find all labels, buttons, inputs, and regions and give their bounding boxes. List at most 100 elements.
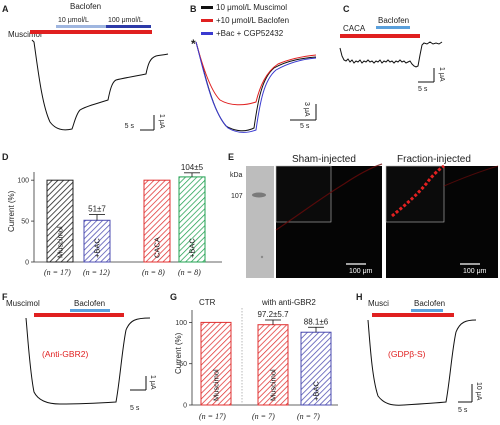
panel-c-current-trace xyxy=(339,41,443,68)
panel-label-e: E xyxy=(228,152,234,162)
panel-e: E kDa 107 Sham-injected 100 μm Fraction-… xyxy=(228,152,499,278)
panel-f-scale-time-label: 5 s xyxy=(130,405,140,412)
panel-a-scale-current-label: 1 μA xyxy=(158,114,165,129)
panel-f-baclofen-bar xyxy=(70,309,110,312)
panel-h: H Musci Baclofen (GDPβ-S) 5 s 10 μA xyxy=(356,292,482,414)
panel-f-muscimol-bar xyxy=(34,313,124,317)
panel-a-current-trace xyxy=(31,39,169,131)
legend-swatch-cgp xyxy=(201,32,213,35)
panel-b: B 10 μmol/L Muscimol +10 μmol/L Baclofen… xyxy=(190,3,317,133)
legend-label-baclofen: +10 μmol/L Baclofen xyxy=(216,16,289,25)
panel-c-caca-bar xyxy=(340,34,420,38)
legend-swatch-baclofen xyxy=(201,19,213,22)
panel-h-scale-current-label: 10 μA xyxy=(475,382,482,401)
panel-c-baclofen-bar xyxy=(376,26,410,29)
fraction-injected-title: Fraction-injected xyxy=(397,154,471,165)
panel-b-asterisk: * xyxy=(191,37,196,51)
panel-f-annotation: (Anti-GBR2) xyxy=(42,349,88,359)
bar-category-label: CACA xyxy=(153,237,162,258)
panel-d-ylabel: Current (%) xyxy=(7,190,16,232)
bar-category-label: Muscimol xyxy=(56,226,65,258)
sham-injected-inset xyxy=(275,165,332,223)
panel-f-current-trace xyxy=(25,317,151,405)
bar xyxy=(300,331,332,406)
legend-swatch-muscimol xyxy=(201,6,213,9)
panel-f-muscimol-label: Muscimol xyxy=(6,299,40,308)
panel-label-h: H xyxy=(356,292,363,302)
chart-g: 100 50 0 Muscimol Muscimol 97.2±5.7 +BAC 88.1±6 xyxy=(175,310,338,410)
panel-a-scale-time-label: 5 s xyxy=(125,123,135,130)
panel-g-n-label-3: (n = 7) xyxy=(297,412,320,421)
panel-b-trace-baclofen xyxy=(195,41,317,106)
bar xyxy=(46,179,74,263)
panel-h-muscimol-bar xyxy=(372,313,454,317)
panel-a-baclofen-10-bar xyxy=(56,25,106,28)
y-tick-label: 0 xyxy=(183,403,187,410)
panel-h-current-trace xyxy=(367,319,477,406)
bar-category-label: +BAC xyxy=(312,381,321,401)
panel-label-f: F xyxy=(2,292,8,302)
panel-c: C CACA Baclofen 5 s 1 μA xyxy=(339,4,445,93)
bar-value-label: 51±7 xyxy=(88,205,106,214)
fraction-injected-membrane xyxy=(391,164,445,218)
bar-category-label: +BAC xyxy=(93,238,102,258)
y-tick-label: 0 xyxy=(25,260,29,267)
bar-category-label: Muscimol xyxy=(269,369,278,401)
panel-g-ctr-label: CTR xyxy=(199,298,216,307)
panel-h-musci-label: Musci xyxy=(368,299,389,308)
panel-f-baclofen-label: Baclofen xyxy=(74,299,105,308)
panel-c-scale-time-label: 5 s xyxy=(418,86,428,93)
panel-b-trace-cgp xyxy=(195,41,317,133)
panel-c-caca-label: CACA xyxy=(343,24,366,33)
sham-injected-title: Sham-injected xyxy=(292,154,356,165)
panel-a-muscimol-bar xyxy=(30,30,152,34)
panel-h-scale-time-label: 5 s xyxy=(458,407,468,414)
bar-value-label: 88.1±6 xyxy=(304,317,329,326)
panel-a-conc1: 10 μmol/L xyxy=(58,17,89,24)
bar xyxy=(200,321,232,406)
western-blot-speck xyxy=(260,255,264,259)
y-tick-label: 50 xyxy=(179,361,187,368)
bar-category-label: +BAC xyxy=(188,238,197,258)
panel-f-scale-current-label: 1 μA xyxy=(149,375,156,390)
panel-d-n-label-1: (n = 17) xyxy=(44,268,71,277)
panel-label-d: D xyxy=(2,152,9,162)
bar-value-label: 104±5 xyxy=(181,163,204,172)
fraction-scale-label: 100 μm xyxy=(463,268,487,275)
chart-d: 100 50 0 Muscimol +BAC 51±7 CACA +BAC 104±5 xyxy=(17,163,222,267)
panel-c-scale-current-label: 1 μA xyxy=(438,67,445,82)
panel-a-baclofen-100-bar xyxy=(106,25,151,28)
panel-b-scale-current-label: 3 μA xyxy=(303,102,310,117)
panel-g-ylabel: Current (%) xyxy=(174,332,183,374)
panel-h-baclofen-label: Baclofen xyxy=(414,299,445,308)
panel-g-with-label: with anti-GBR2 xyxy=(261,298,316,307)
panel-b-trace-muscimol xyxy=(195,41,317,132)
panel-a-baclofen-title: Baclofen xyxy=(70,2,101,11)
fraction-injected-membrane-faint xyxy=(443,165,499,187)
panel-a-conc2: 100 μmol/L xyxy=(108,17,143,24)
panel-d-n-label-3: (n = 8) xyxy=(142,268,165,277)
panel-e-mw-label: 107 xyxy=(231,193,243,200)
panel-c-baclofen-label: Baclofen xyxy=(378,16,409,25)
panel-b-scale-time-label: 5 s xyxy=(300,123,310,130)
y-tick-label: 100 xyxy=(17,178,29,185)
y-tick-label: 50 xyxy=(21,219,29,226)
panel-a-muscimol-label: Muscimol xyxy=(8,30,42,39)
panel-label-g: G xyxy=(170,292,177,302)
panel-d: D Current (%) 100 50 0 Muscimol +BAC 51±7 CACA… xyxy=(2,152,222,277)
sham-scale-label: 100 μm xyxy=(349,268,373,275)
panel-label-c: C xyxy=(343,4,350,14)
panel-d-n-label-2: (n = 12) xyxy=(83,268,110,277)
y-tick-label: 100 xyxy=(175,320,187,327)
western-blot-band xyxy=(252,192,266,198)
bar-category-label: Muscimol xyxy=(212,369,221,401)
panel-d-n-label-4: (n = 8) xyxy=(178,268,201,277)
panel-h-annotation: (GDPβ-S) xyxy=(388,349,426,359)
legend-label-cgp: +Bac + CGP52432 xyxy=(216,29,284,38)
panel-g-n-label-2: (n = 7) xyxy=(252,412,275,421)
panel-g-n-label-1: (n = 17) xyxy=(199,412,226,421)
sham-injected-membrane xyxy=(275,163,383,231)
panel-g: G CTR with anti-GBR2 Current (%) 100 50 0 M… xyxy=(170,292,338,421)
panel-label-a: A xyxy=(2,4,9,14)
bar xyxy=(143,179,171,263)
